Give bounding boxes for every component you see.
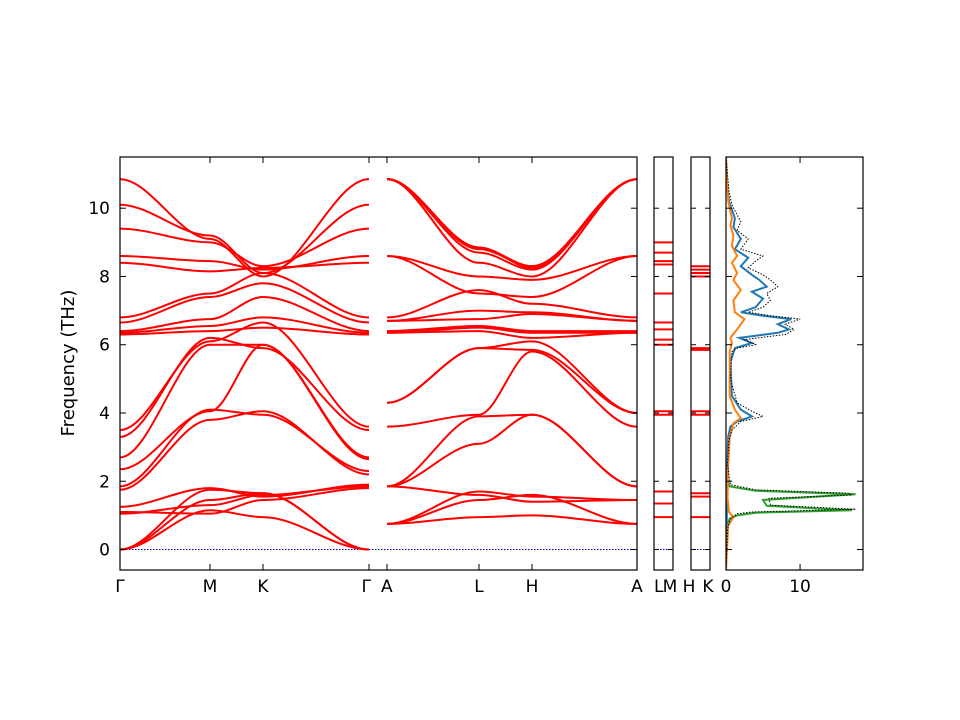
band-line xyxy=(120,343,370,459)
dos-green-curve xyxy=(726,464,856,570)
x-tick-label: A xyxy=(381,577,393,597)
band-line xyxy=(386,254,637,281)
plot-frame-lm xyxy=(653,156,674,571)
band-line xyxy=(120,487,370,515)
dos-orange-curve xyxy=(726,157,746,570)
band-line xyxy=(120,254,370,271)
y-tick-label: 2 xyxy=(99,472,110,492)
band-line xyxy=(386,178,637,271)
band-line xyxy=(386,289,637,319)
band-line xyxy=(386,178,637,268)
band-line xyxy=(120,227,370,268)
plot-frame-hk xyxy=(690,156,711,571)
band-panel-hk xyxy=(690,156,711,571)
y-tick-label: 10 xyxy=(88,199,110,219)
plot-frame-main xyxy=(119,156,638,571)
band-line xyxy=(120,408,370,488)
band-line xyxy=(120,326,370,336)
plot-frame-dos xyxy=(725,156,864,571)
band-line xyxy=(386,178,637,269)
band-line xyxy=(386,178,637,278)
band-line xyxy=(386,309,637,322)
x-tick-label: H xyxy=(526,577,539,597)
band-line xyxy=(386,514,637,525)
x-tick-label: L xyxy=(654,577,664,597)
band-line xyxy=(120,178,370,278)
band-line xyxy=(120,272,370,319)
band-line xyxy=(120,261,370,273)
y-tick-label: 4 xyxy=(99,404,110,424)
y-tick-label: 8 xyxy=(99,267,110,287)
x-tick-label: 0 xyxy=(721,577,732,597)
band-line xyxy=(120,483,370,508)
band-panel-lm xyxy=(653,156,674,571)
band-line xyxy=(386,413,637,488)
band-line xyxy=(386,340,637,414)
x-tick-label: Γ xyxy=(362,577,372,597)
band-line xyxy=(120,321,370,432)
x-tick-label: H xyxy=(683,577,696,597)
band-line xyxy=(120,410,370,491)
x-tick-label: M xyxy=(663,577,678,597)
band-line xyxy=(386,490,637,525)
x-tick-label: Γ xyxy=(115,577,125,597)
y-tick-label: 6 xyxy=(99,336,110,356)
x-tick-label: M xyxy=(203,577,218,597)
x-tick-label: L xyxy=(474,577,484,597)
band-line xyxy=(120,336,370,438)
band-line xyxy=(120,282,370,324)
band-line xyxy=(386,330,637,339)
band-line xyxy=(120,509,370,551)
x-tick-label: A xyxy=(631,577,643,597)
band-line xyxy=(386,350,637,428)
band-line xyxy=(120,316,370,334)
x-tick-label: K xyxy=(257,577,269,597)
dos-panel: 0 10 xyxy=(721,156,864,597)
band-line xyxy=(386,413,637,488)
x-tick-label: K xyxy=(702,577,714,597)
band-line xyxy=(386,324,637,333)
dos-total-curve xyxy=(726,157,856,570)
band-line xyxy=(386,254,637,298)
band-line xyxy=(120,295,370,333)
band-line xyxy=(386,485,637,503)
band-line xyxy=(120,492,370,551)
x-tick-label: 10 xyxy=(789,577,811,597)
band-lines-main xyxy=(120,178,637,551)
y-tick-label: 0 xyxy=(99,541,110,561)
band-line xyxy=(386,178,637,268)
dos-blue-curve xyxy=(726,157,792,570)
band-line xyxy=(120,203,370,275)
band-line xyxy=(386,326,637,334)
y-axis-label: Frequency (THz) xyxy=(58,290,79,437)
